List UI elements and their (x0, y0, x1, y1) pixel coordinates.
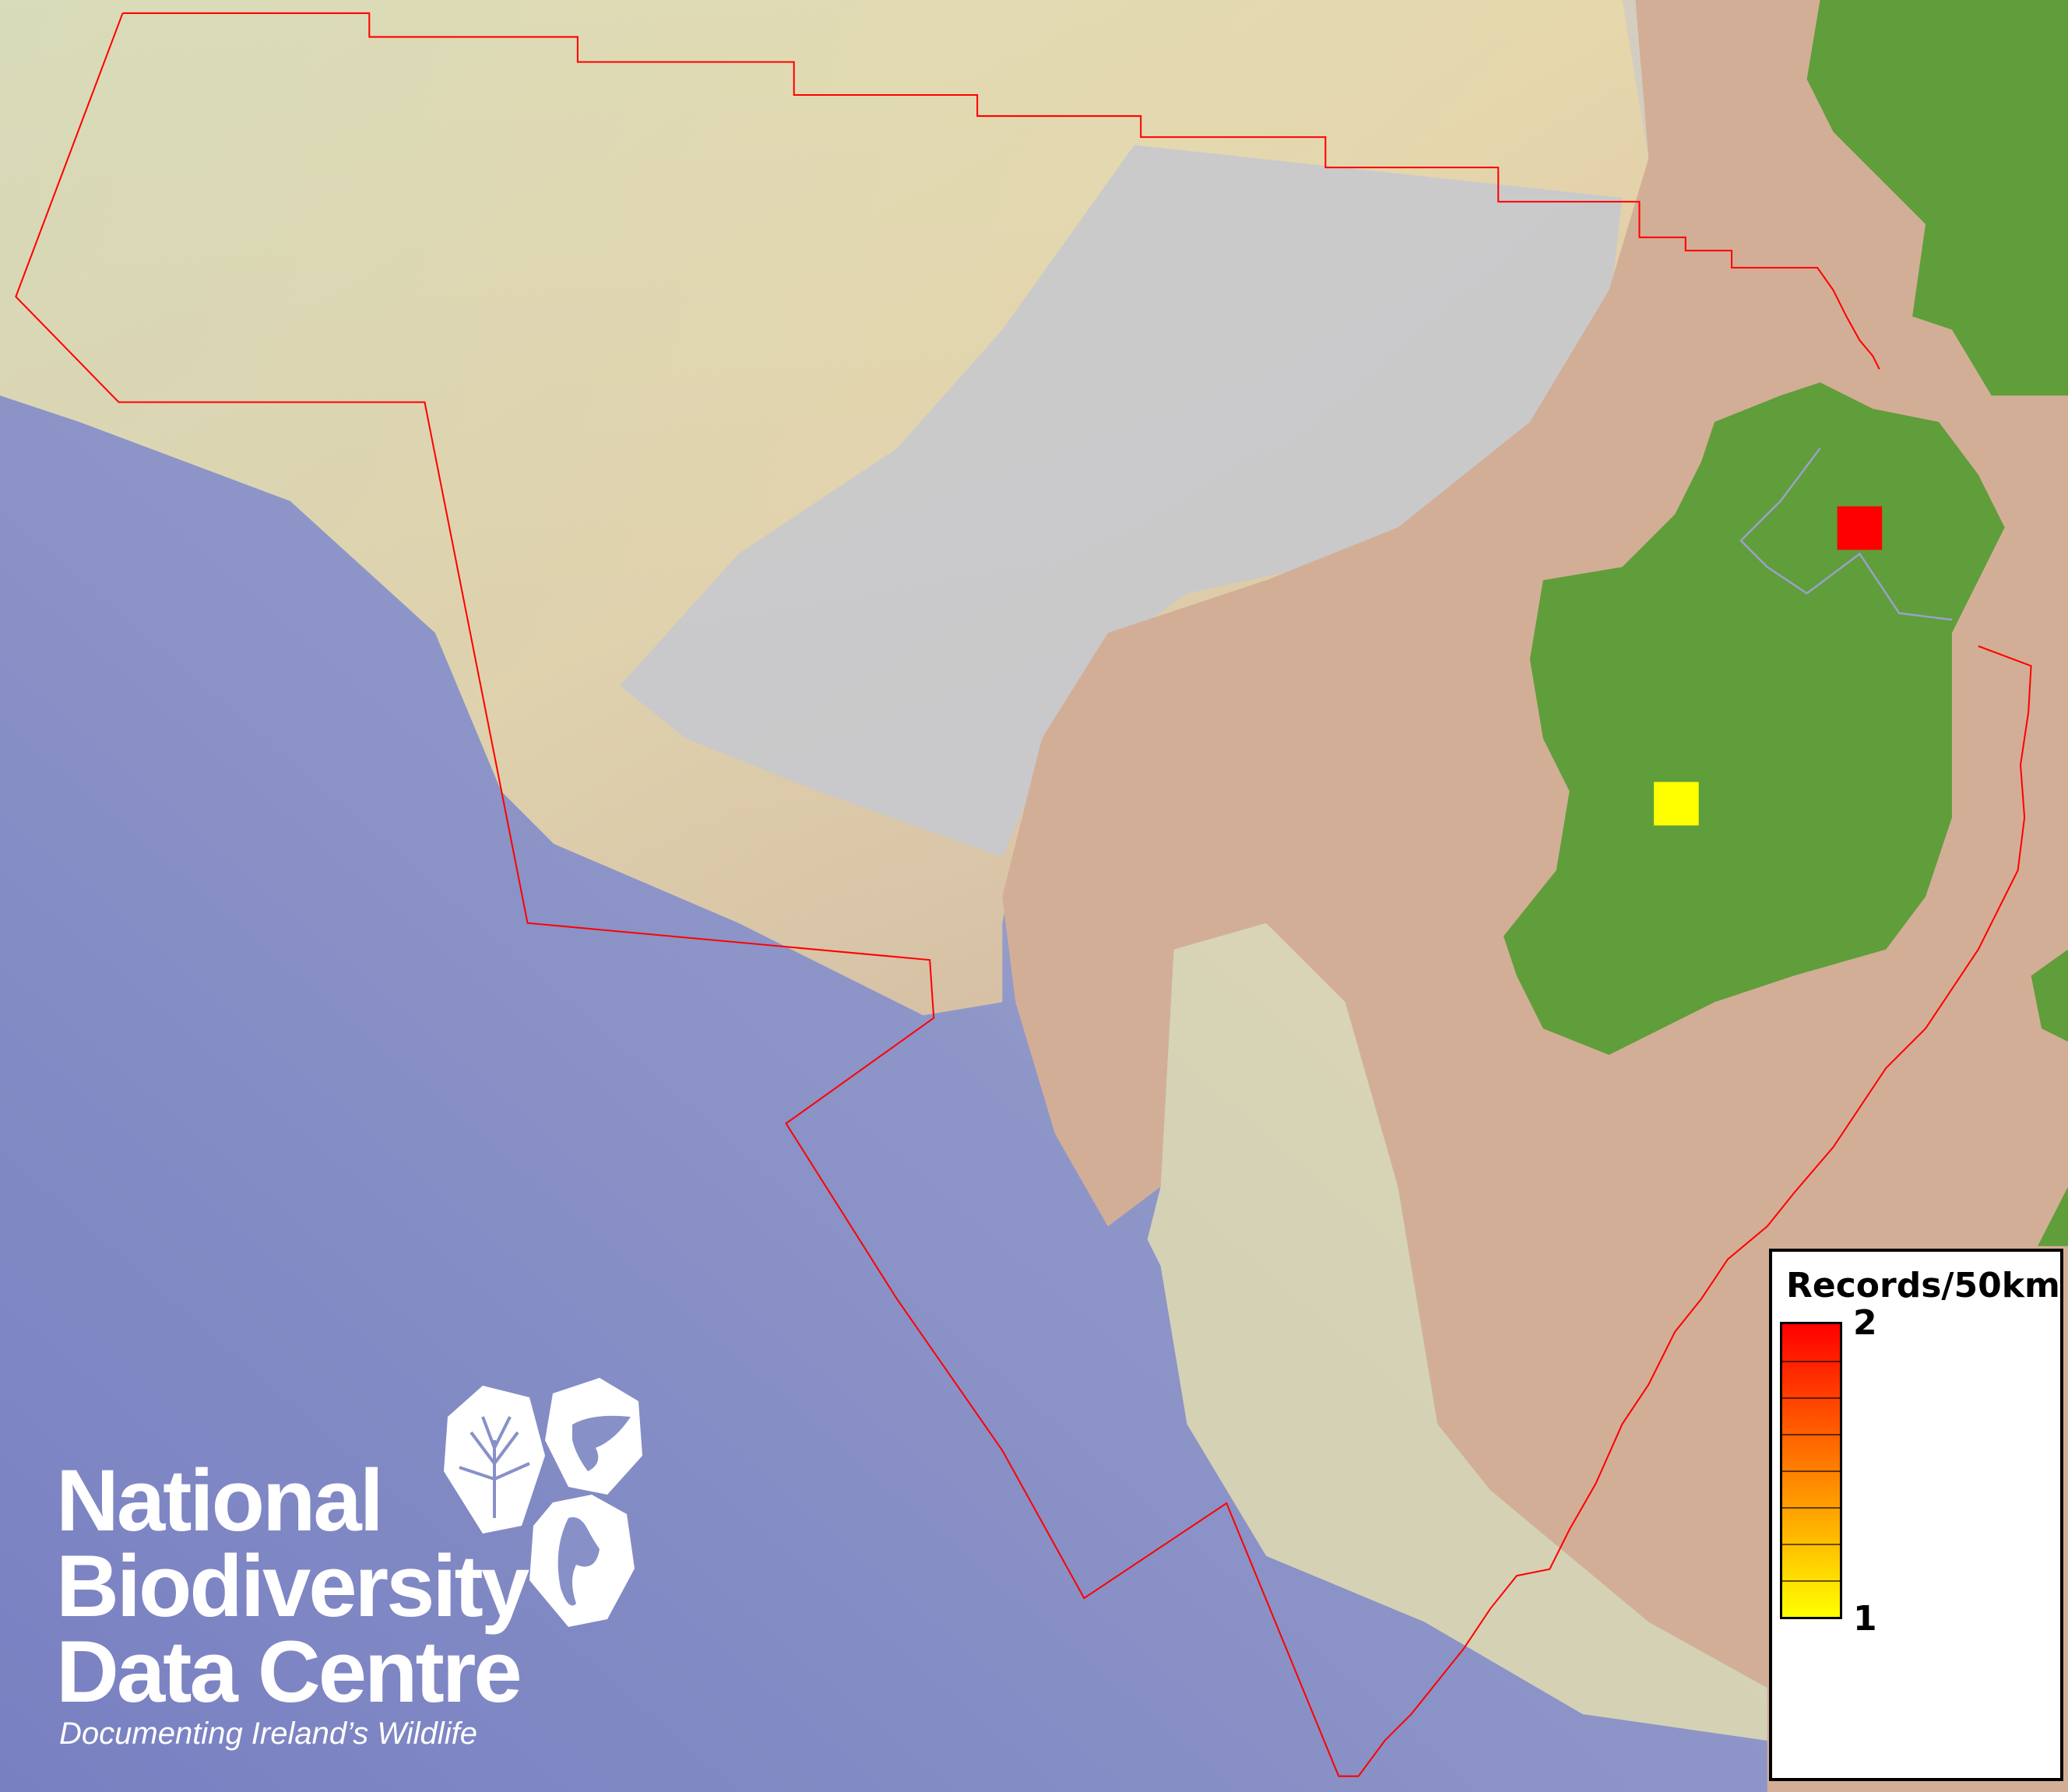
logo-tagline: Documenting Ireland’s Wildlife (59, 1716, 477, 1751)
land-scotland (1806, 0, 2068, 396)
logo-text-line1: National (56, 1452, 384, 1549)
boundary-line-north (122, 12, 1880, 370)
seahorse-icon (529, 1495, 635, 1627)
legend-max-label: 2 (1853, 1303, 1877, 1343)
legend: Records/50km 2 1 (1769, 1249, 2063, 1781)
land-ireland (1504, 382, 2005, 1056)
legend-min-label: 1 (1853, 1599, 1877, 1639)
land-britain-edge-south (2038, 1186, 2068, 1246)
grid-cell-records-2[interactable] (1837, 506, 1883, 550)
logo-text-line3: Data Centre (56, 1623, 522, 1720)
grid-cell-records-1[interactable] (1654, 782, 1699, 826)
boundary-line-main (15, 12, 2032, 1777)
legend-color-bar (1780, 1322, 1842, 1619)
border-northern-ireland (1739, 448, 1953, 621)
butterfly-icon (545, 1378, 642, 1495)
tree-icon (444, 1386, 545, 1534)
legend-title: Records/50km (1786, 1266, 2060, 1305)
slope-trough (620, 145, 1623, 858)
logo-hexagons (444, 1378, 642, 1627)
land-britain-edge (2031, 949, 2068, 1042)
logo-text-line2: Biodiversity (56, 1537, 529, 1635)
shelf-edge-south (1147, 922, 1767, 1741)
